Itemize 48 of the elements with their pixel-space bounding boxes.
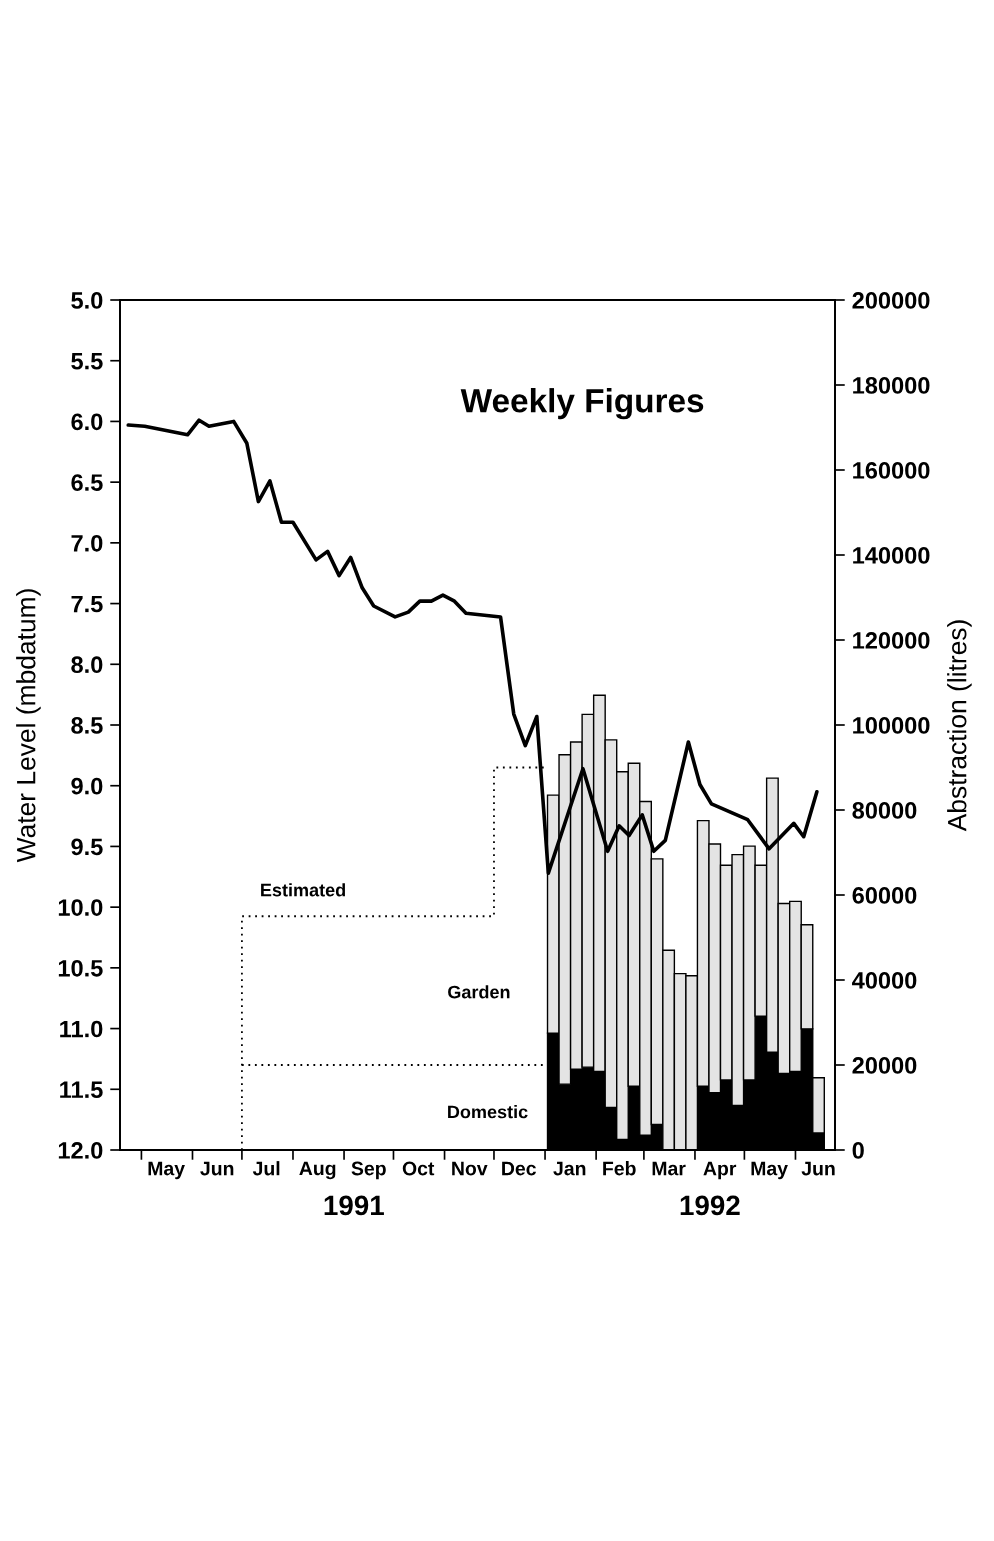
y-tick-label: 7.0 bbox=[71, 534, 103, 552]
y-tick-label: 12.0 bbox=[58, 1142, 103, 1159]
y-tick-label: 5.5 bbox=[71, 353, 103, 370]
y2-tick-label: 100000 bbox=[853, 717, 930, 734]
y-tick-label: 8.0 bbox=[71, 656, 103, 674]
text: 1992 bbox=[680, 1195, 740, 1216]
x-tick-label: Nov bbox=[452, 1161, 488, 1176]
y2-tick-label: 40000 bbox=[852, 972, 917, 989]
x-tick-label: Feb bbox=[603, 1161, 636, 1176]
text: 1991 bbox=[324, 1195, 384, 1216]
x-tick-label: Aug bbox=[299, 1161, 336, 1180]
x-tick-label: Mar bbox=[652, 1161, 686, 1176]
y2-tick-label: 200000 bbox=[852, 292, 930, 309]
y2-tick-label: 80000 bbox=[852, 802, 917, 819]
y-tick-label: 10.0 bbox=[58, 899, 103, 916]
y-tick-label: 7.5 bbox=[71, 595, 103, 613]
x-tick-label: May bbox=[148, 1161, 185, 1180]
x-tick-label: Jun bbox=[200, 1161, 234, 1176]
x-tick-label: Jun bbox=[801, 1161, 835, 1176]
y-tick-label: 9.0 bbox=[71, 777, 103, 795]
y2-tick-label: 180000 bbox=[853, 377, 930, 394]
y2-tick-label: 0 bbox=[852, 1142, 864, 1159]
x-tick-label: Jul bbox=[252, 1161, 280, 1176]
x-tick-label: Apr bbox=[703, 1161, 737, 1180]
annotation: Garden bbox=[448, 985, 510, 999]
y-tick-label: 11.0 bbox=[60, 1020, 103, 1038]
y-tick-label: 9.5 bbox=[71, 838, 103, 856]
x-tick-label: Dec bbox=[502, 1161, 536, 1176]
y2-tick-label: 160000 bbox=[853, 462, 930, 479]
y2-tick-label: 60000 bbox=[852, 887, 917, 904]
y2-tick-label: 120000 bbox=[853, 632, 930, 649]
y-tick-label: 5.0 bbox=[71, 292, 103, 309]
x-tick-label: Oct bbox=[402, 1161, 435, 1176]
x-tick-label: Sep bbox=[351, 1161, 386, 1180]
y-tick-label: 8.5 bbox=[71, 717, 103, 734]
x-tick-label: May bbox=[751, 1161, 788, 1180]
y2-tick-label: 140000 bbox=[853, 547, 930, 564]
y-tick-label: 10.5 bbox=[58, 959, 103, 977]
text: Weekly Figures bbox=[460, 388, 704, 420]
x-tick-label: Jan bbox=[553, 1161, 586, 1176]
y-tick-label: 6.5 bbox=[71, 474, 103, 491]
annotation: Estimated bbox=[261, 883, 345, 897]
y-tick-label: 6.0 bbox=[71, 413, 103, 431]
y-tick-label: 11.5 bbox=[60, 1081, 103, 1099]
y2-axis-title: Abstraction (litres) bbox=[947, 620, 972, 832]
y-axis-title: Water Level (mbdatum) bbox=[16, 589, 41, 863]
annotation: Domestic bbox=[448, 1105, 528, 1119]
y2-tick-label: 20000 bbox=[852, 1057, 917, 1074]
